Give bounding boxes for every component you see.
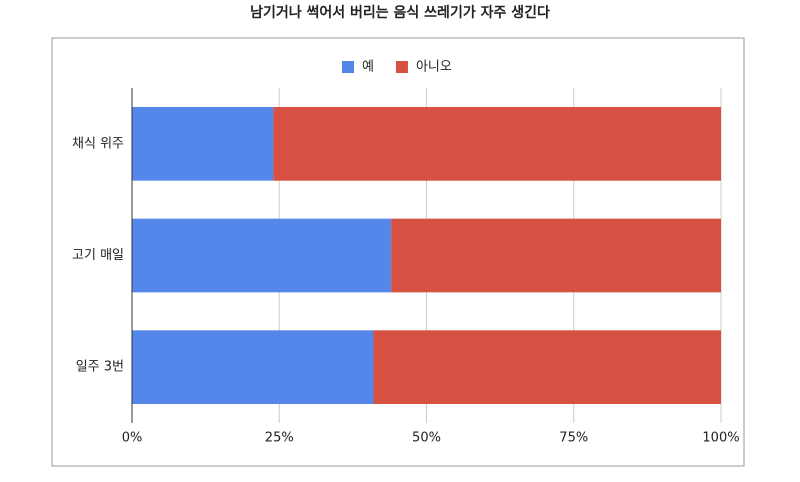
bar-segment bbox=[273, 106, 721, 181]
legend-swatch bbox=[395, 61, 408, 73]
chart-frame bbox=[51, 37, 745, 467]
y-tick-label: 일주 3번 bbox=[76, 360, 124, 375]
x-tick-label: 50% bbox=[412, 431, 441, 446]
x-tick-label: 75% bbox=[559, 431, 588, 446]
x-tick-label: 100% bbox=[702, 431, 739, 446]
chart-title: 남기거나 썩어서 버리는 음식 쓰레기가 자주 생긴다 bbox=[250, 4, 550, 21]
bar-segment bbox=[373, 330, 721, 405]
x-tick-label: 0% bbox=[122, 431, 143, 446]
legend-swatch bbox=[342, 61, 354, 73]
x-tick-label: 25% bbox=[265, 431, 294, 446]
bar-segment bbox=[132, 106, 274, 181]
bar-segment bbox=[132, 218, 392, 293]
bar-segment bbox=[132, 330, 374, 405]
y-tick-label: 고기 매일 bbox=[72, 248, 124, 263]
y-tick-label: 채식 위주 bbox=[72, 136, 124, 151]
legend-label: 예 bbox=[362, 60, 374, 75]
bar-segment bbox=[391, 218, 721, 293]
legend-label: 아니오 bbox=[416, 60, 452, 75]
